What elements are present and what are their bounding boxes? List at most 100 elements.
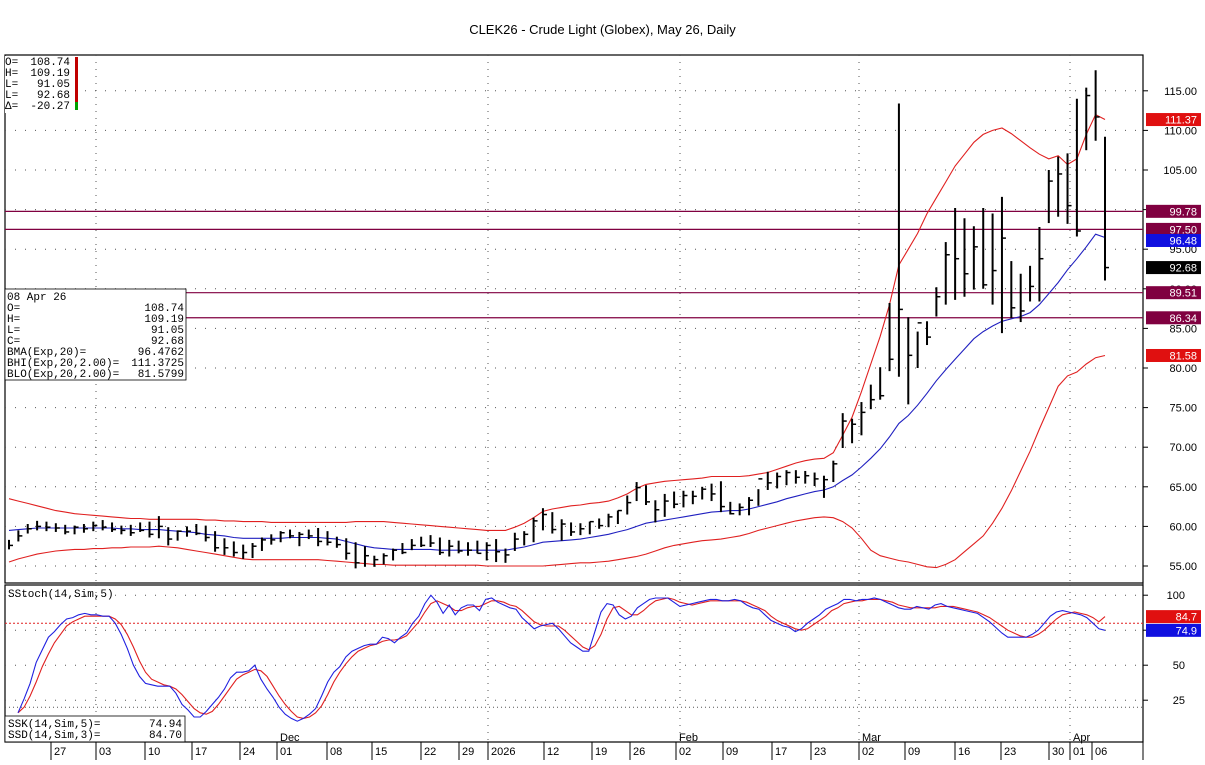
ohlc-bar[interactable]	[766, 471, 772, 490]
ohlc-bar[interactable]	[148, 521, 154, 538]
ohlc-bar[interactable]	[1019, 273, 1025, 323]
ohlc-bar[interactable]	[954, 208, 960, 300]
ohlc-bar[interactable]	[551, 512, 557, 534]
ohlc-bar[interactable]	[935, 287, 941, 317]
ohlc-bar[interactable]	[111, 522, 117, 532]
ohlc-bar[interactable]	[307, 529, 313, 540]
ohlc-bar[interactable]	[654, 500, 660, 523]
stoch-d-line[interactable]	[17, 597, 1106, 719]
ohlc-bar[interactable]	[1104, 136, 1109, 281]
ohlc-bar[interactable]	[682, 490, 688, 508]
ohlc-bar[interactable]	[794, 470, 800, 484]
ohlc-bar[interactable]	[916, 322, 922, 368]
ohlc-bar[interactable]	[560, 519, 566, 541]
ohlc-bar[interactable]	[73, 525, 79, 535]
ohlc-bar[interactable]	[729, 501, 735, 515]
ohlc-bar[interactable]	[635, 482, 641, 502]
ohlc-bar[interactable]	[710, 483, 716, 502]
ohlc-bar[interactable]	[963, 218, 969, 297]
ohlc-bar[interactable]	[129, 524, 135, 536]
ohlc-bar[interactable]	[926, 321, 932, 346]
ohlc-bar[interactable]	[204, 525, 210, 542]
ohlc-bar[interactable]	[813, 472, 819, 487]
ohlc-bar[interactable]	[420, 536, 426, 547]
ohlc-bar[interactable]	[401, 543, 407, 555]
ohlc-bar[interactable]	[626, 495, 632, 515]
ohlc-bar[interactable]	[467, 542, 473, 556]
ohlc-bar[interactable]	[392, 548, 398, 561]
ohlc-bar[interactable]	[214, 531, 220, 552]
bollinger-mid-line[interactable]	[8, 233, 1106, 551]
ohlc-bar[interactable]	[907, 317, 913, 405]
ohlc-bar[interactable]	[17, 530, 23, 542]
ohlc-bar[interactable]	[120, 525, 126, 535]
ohlc-bar[interactable]	[982, 208, 988, 289]
ohlc-bar[interactable]	[1010, 261, 1016, 319]
ohlc-bar[interactable]	[748, 497, 754, 516]
ohlc-bar[interactable]	[1029, 265, 1035, 302]
ohlc-bar[interactable]	[570, 522, 576, 536]
ohlc-bar[interactable]	[54, 523, 60, 532]
ohlc-bar[interactable]	[523, 531, 529, 546]
ohlc-bar[interactable]	[869, 384, 875, 410]
bollinger-lower-line[interactable]	[8, 354, 1106, 569]
ohlc-bar[interactable]	[326, 531, 332, 546]
ohlc-bar[interactable]	[260, 537, 266, 551]
bollinger-upper-line[interactable]	[8, 113, 1106, 531]
ohlc-bar[interactable]	[298, 531, 304, 547]
ohlc-bar[interactable]	[270, 534, 276, 545]
ohlc-bar[interactable]	[36, 520, 42, 531]
ohlc-bar[interactable]	[64, 524, 70, 535]
ohlc-bar[interactable]	[691, 490, 697, 505]
ohlc-bar[interactable]	[1047, 170, 1053, 224]
ohlc-bar[interactable]	[485, 542, 491, 561]
ohlc-bar[interactable]	[82, 524, 88, 533]
ohlc-bar[interactable]	[167, 527, 173, 546]
ohlc-bar[interactable]	[45, 521, 51, 532]
ohlc-bar[interactable]	[785, 470, 791, 486]
ohlc-bar[interactable]	[888, 303, 894, 372]
ohlc-bar[interactable]	[579, 523, 585, 536]
ohlc-bar[interactable]	[607, 513, 613, 528]
ohlc-bar[interactable]	[879, 367, 885, 400]
ohlc-bar[interactable]	[242, 544, 248, 559]
ohlc-bar[interactable]	[541, 508, 547, 531]
ohlc-bar[interactable]	[832, 460, 838, 483]
ohlc-bar[interactable]	[429, 535, 435, 547]
ohlc-bar[interactable]	[157, 516, 163, 539]
ohlc-bar[interactable]	[532, 517, 538, 543]
ohlc-bar[interactable]	[776, 472, 782, 489]
ohlc-bar[interactable]	[1085, 87, 1091, 151]
ohlc-bar[interactable]	[354, 542, 360, 569]
ohlc-bar[interactable]	[701, 486, 707, 500]
ohlc-bar[interactable]	[335, 536, 341, 548]
ohlc-bar[interactable]	[616, 509, 622, 525]
ohlc-bar[interactable]	[251, 543, 257, 559]
ohlc-bar[interactable]	[438, 537, 444, 555]
ohlc-bar[interactable]	[598, 518, 604, 529]
stoch-k-line[interactable]	[17, 594, 1106, 722]
ohlc-bar[interactable]	[663, 493, 669, 517]
ohlc-bar[interactable]	[804, 470, 810, 484]
ohlc-bar[interactable]	[279, 531, 285, 543]
ohlc-bar[interactable]	[757, 478, 763, 506]
ohlc-bar[interactable]	[644, 485, 650, 506]
ohlc-bar[interactable]	[495, 539, 501, 563]
ohlc-bar[interactable]	[1094, 70, 1100, 141]
ohlc-bar[interactable]	[92, 521, 98, 532]
ohlc-bar[interactable]	[860, 402, 866, 436]
ohlc-bar[interactable]	[26, 524, 32, 534]
ohlc-bar[interactable]	[738, 503, 744, 516]
ohlc-bar[interactable]	[991, 213, 997, 305]
ohlc-bar[interactable]	[363, 546, 369, 567]
ohlc-bar[interactable]	[176, 530, 182, 541]
ohlc-bar[interactable]	[289, 529, 295, 539]
ohlc-bar[interactable]	[232, 541, 238, 557]
ohlc-bar[interactable]	[410, 539, 416, 551]
ohlc-bar[interactable]	[673, 491, 679, 509]
ohlc-bar[interactable]	[1057, 156, 1063, 217]
ohlc-bar[interactable]	[897, 103, 903, 377]
ohlc-bar[interactable]	[841, 413, 847, 448]
ohlc-bar[interactable]	[457, 540, 463, 554]
ohlc-bar[interactable]	[513, 532, 519, 551]
